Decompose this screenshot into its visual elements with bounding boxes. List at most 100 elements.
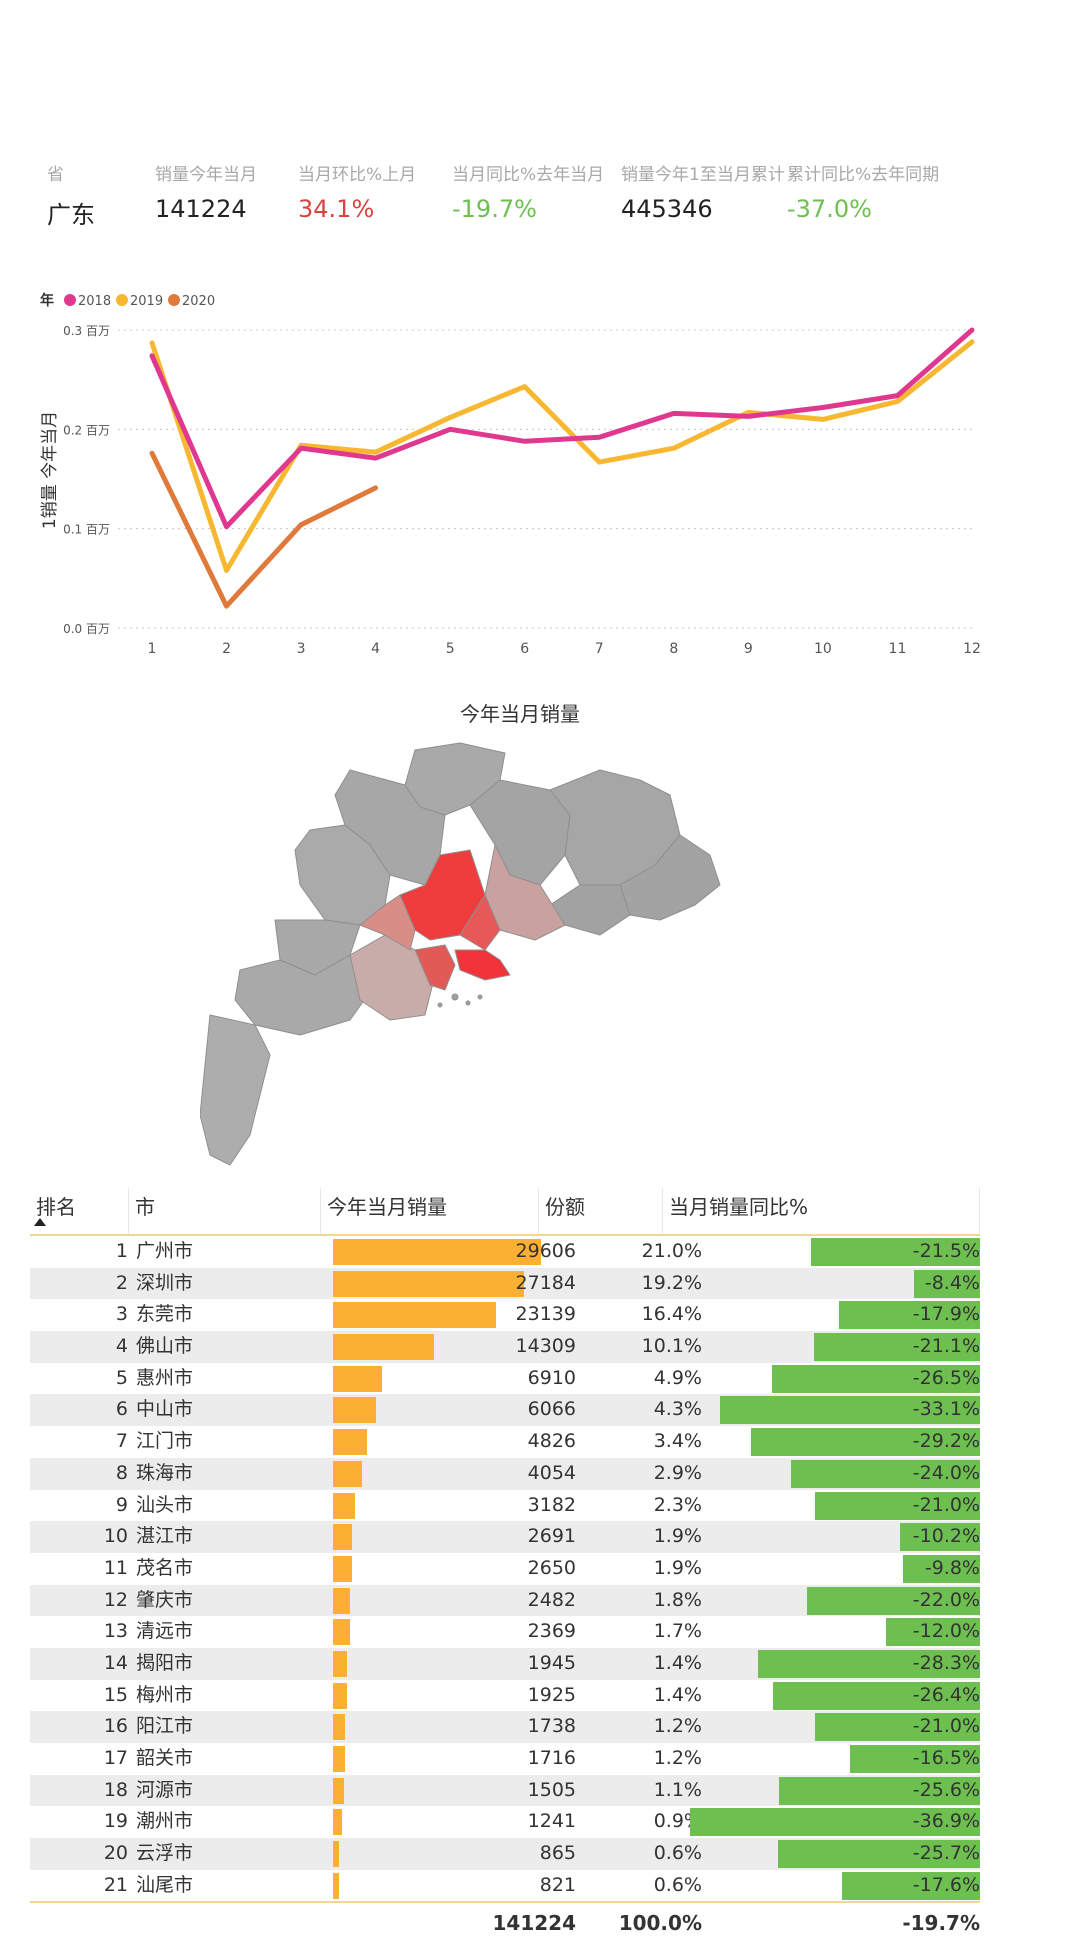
map-region-zhanjiang [200,1014,271,1166]
table-row[interactable]: 21 汕尾市 821 0.6% -17.6% [30,1870,980,1902]
city-cell: 肇庆市 [136,1588,194,1611]
sales-bar [333,1492,356,1519]
yoy-cell: -12.0% [912,1620,980,1643]
table-row[interactable]: 3 东莞市 23139 16.4% -17.9% [30,1299,980,1331]
header-city[interactable]: 市 [128,1188,320,1234]
header-sales[interactable]: 今年当月销量 [320,1188,538,1234]
table-row[interactable]: 11 茂名市 2650 1.9% -9.8% [30,1553,980,1585]
yoy-bar [772,1681,980,1710]
share-cell: 2.3% [653,1493,702,1516]
rank-cell: 17 [103,1747,128,1769]
rank-cell: 3 [115,1303,128,1326]
rank-cell: 19 [103,1810,128,1833]
series-line-2018[interactable] [149,327,975,530]
table-row[interactable]: 14 揭阳市 1945 1.4% -28.3% [30,1647,980,1680]
sales-cell: 14309 [515,1335,576,1358]
yoy-cell: -8.4% [924,1271,980,1294]
table-row[interactable]: 5 惠州市 6910 4.9% -26.5% [30,1363,980,1395]
kpi-label-sales-month: 销量今年当月 [155,165,257,185]
yoy-cell: -28.3% [912,1651,980,1674]
rank-cell: 8 [115,1461,128,1484]
yoy-bar [885,1618,980,1647]
header-share[interactable]: 份额 [538,1188,662,1234]
table-row[interactable]: 10 湛江市 2691 1.9% -10.2% [30,1521,980,1553]
sales-bar [333,1682,347,1709]
map-island [477,994,483,1000]
kpi-value-yoy: -19.7% [452,195,537,223]
map-island [465,1000,471,1006]
table-row[interactable]: 13 清远市 2369 1.7% -12.0% [30,1616,980,1648]
table-row[interactable]: 2 深圳市 27184 19.2% -8.4% [30,1267,980,1300]
sales-cell: 2369 [527,1620,576,1643]
rank-cell: 1 [115,1240,128,1262]
header-rank[interactable]: 排名 [30,1188,128,1234]
yoy-bar [757,1649,980,1678]
legend-marker-2019 [116,294,128,306]
table-row[interactable]: 7 江门市 4826 3.4% -29.2% [30,1426,980,1458]
x-axis-ticks: 1 2 3 4 5 6 7 8 9 10 11 12 [148,641,981,657]
table-row[interactable]: 4 佛山市 14309 10.1% -21.1% [30,1331,980,1363]
kpi-value-ytd: 445346 [621,195,713,223]
share-cell: 0.9% [653,1810,702,1833]
sales-bar [333,1397,376,1424]
rank-cell: 11 [103,1556,128,1579]
city-cell: 惠州市 [136,1366,194,1389]
kpi-labels: 省 销量今年当月 当月环比%上月 当月同比%去年当月 销量今年1至当月累计 累计… [0,160,1080,190]
legend-label-2020[interactable]: 2020 [182,294,215,309]
legend-label-2019[interactable]: 2019 [130,294,163,309]
sales-bar [333,1746,346,1772]
rank-cell: 2 [115,1271,128,1294]
table-row[interactable]: 8 珠海市 4054 2.9% -24.0% [30,1457,980,1490]
city-cell: 茂名市 [136,1556,194,1579]
yoy-bar [750,1428,980,1457]
city-cell: 江门市 [136,1430,194,1453]
share-cell: 10.1% [641,1335,702,1358]
x-tick-label: 4 [371,641,380,657]
sales-bar [333,1365,382,1392]
rank-cell: 10 [103,1525,128,1548]
rank-cell: 13 [103,1620,128,1643]
sales-cell: 2650 [527,1556,576,1579]
table-row[interactable]: 9 汕头市 3182 2.3% -21.0% [30,1490,980,1522]
yoy-bar [690,1808,980,1837]
yoy-cell: -21.5% [912,1240,980,1262]
x-tick-label: 3 [297,641,306,657]
table-row[interactable]: 17 韶关市 1716 1.2% -16.5% [30,1743,980,1775]
table-row[interactable]: 16 阳江市 1738 1.2% -21.0% [30,1711,980,1743]
x-tick-label: 9 [744,641,753,657]
yoy-bar [719,1396,980,1425]
x-tick-label: 8 [669,641,678,657]
share-cell: 1.4% [653,1683,702,1706]
yoy-cell: -36.9% [912,1810,980,1833]
table-row[interactable]: 18 河源市 1505 1.1% -25.6% [30,1774,980,1807]
kpi-value-ytd-yoy: -37.0% [787,195,872,223]
series-line-2019[interactable] [149,339,975,573]
yoy-bar [811,1238,980,1266]
city-cell: 河源市 [136,1778,194,1801]
share-cell: 19.2% [641,1271,702,1294]
share-cell: 1.9% [653,1556,702,1579]
kpi-value-sales-month: 141224 [155,195,247,223]
yoy-bar [791,1459,980,1488]
yoy-bar [814,1333,980,1362]
legend-label-2018[interactable]: 2018 [78,294,111,309]
city-cell: 阳江市 [136,1715,194,1738]
table-row[interactable]: 20 云浮市 865 0.6% -25.7% [30,1838,980,1870]
sales-cell: 865 [539,1842,576,1865]
table-row[interactable]: 15 梅州市 1925 1.4% -26.4% [30,1680,980,1712]
kpi-label-ytd: 销量今年1至当月累计 [621,165,785,185]
yoy-cell: -21.1% [912,1335,980,1358]
sales-bar [333,1841,340,1868]
table-row[interactable]: 12 肇庆市 2482 1.8% -22.0% [30,1584,980,1617]
yoy-cell: -16.5% [912,1747,980,1769]
series-line-2020[interactable] [149,450,379,609]
table-body: 1 广州市 29606 21.0% -21.5% 2 深圳市 27184 19.2% -8.4% 3… [30,1236,980,1901]
table-row[interactable]: 1 广州市 29606 21.0% -21.5% [30,1236,980,1268]
table-row[interactable]: 6 中山市 6066 4.3% -33.1% [30,1394,980,1427]
sales-cell: 1505 [527,1778,576,1801]
sales-cell: 1945 [527,1651,576,1674]
y-tick-label: 0.0 百万 [63,622,110,636]
share-cell: 1.9% [653,1525,702,1548]
table-row[interactable]: 19 潮州市 1241 0.9% -36.9% [30,1806,980,1838]
header-yoy[interactable]: 当月销量同比% [662,1188,980,1234]
